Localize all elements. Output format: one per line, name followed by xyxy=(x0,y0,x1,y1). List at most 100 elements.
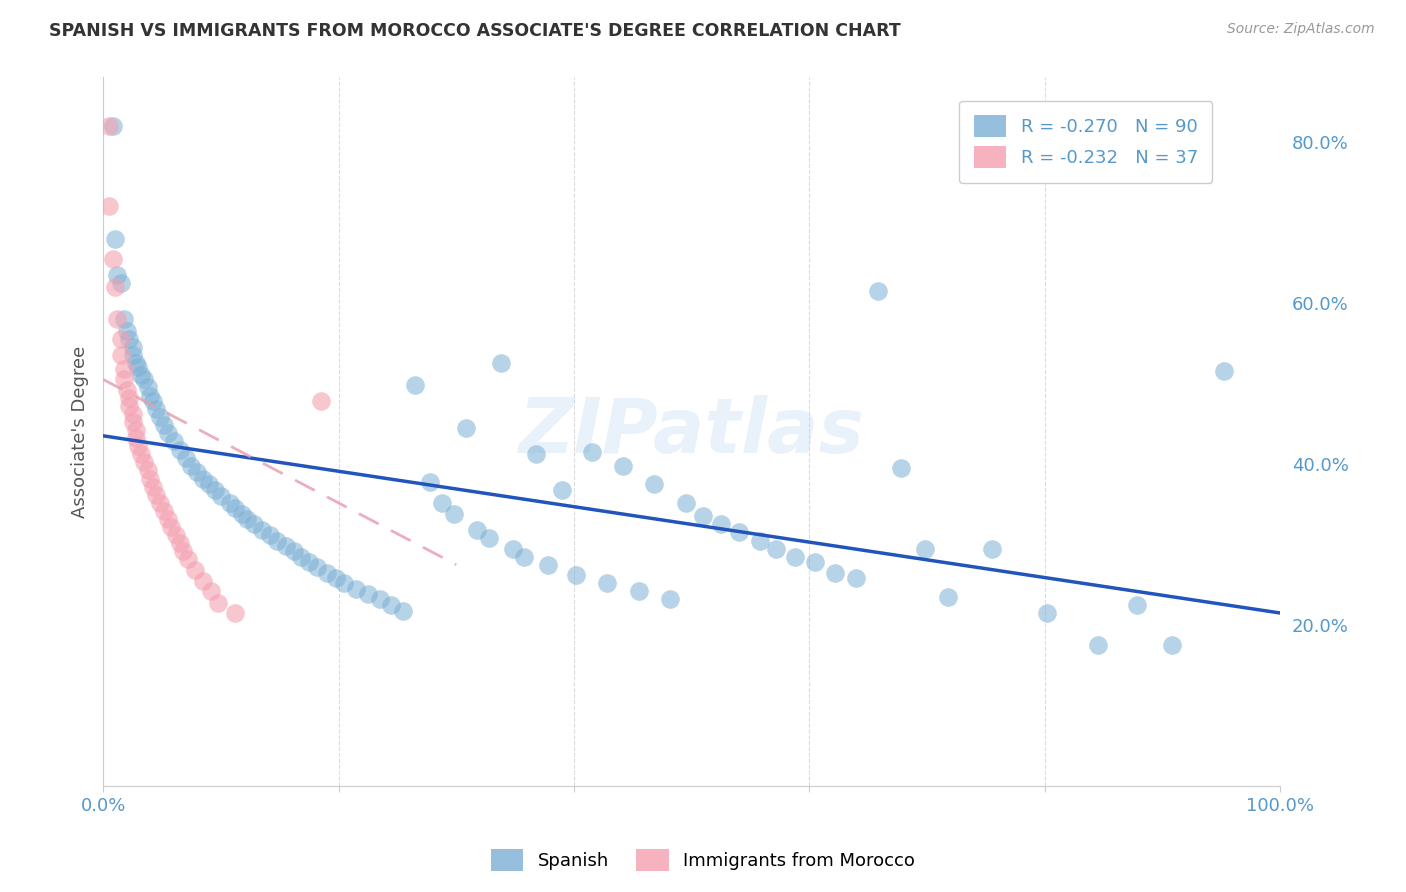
Point xyxy=(643,477,665,491)
Point xyxy=(163,434,186,449)
Point xyxy=(118,332,141,346)
Point xyxy=(804,555,827,569)
Point xyxy=(380,598,402,612)
Point xyxy=(118,391,141,405)
Point xyxy=(186,465,208,479)
Point xyxy=(98,119,121,133)
Point xyxy=(748,533,770,548)
Point xyxy=(235,512,257,526)
Point xyxy=(980,541,1002,556)
Point xyxy=(692,509,714,524)
Point xyxy=(101,119,124,133)
Point xyxy=(259,528,281,542)
Point xyxy=(149,410,172,425)
Point xyxy=(134,455,156,469)
Point xyxy=(139,388,162,402)
Point xyxy=(551,483,574,497)
Point xyxy=(659,592,682,607)
Point xyxy=(136,463,159,477)
Point xyxy=(250,523,273,537)
Point xyxy=(266,533,288,548)
Point xyxy=(467,523,489,537)
Point xyxy=(785,549,807,564)
Point xyxy=(675,496,697,510)
Point xyxy=(149,496,172,510)
Point xyxy=(290,549,312,564)
Point xyxy=(392,604,415,618)
Point xyxy=(169,536,191,550)
Point xyxy=(627,584,650,599)
Point xyxy=(112,372,135,386)
Y-axis label: Associate's Degree: Associate's Degree xyxy=(72,346,89,518)
Point xyxy=(231,507,253,521)
Point xyxy=(404,378,426,392)
Point xyxy=(193,471,215,485)
Point xyxy=(824,566,846,580)
Point xyxy=(454,421,477,435)
Point xyxy=(209,489,232,503)
Point xyxy=(110,276,132,290)
Point xyxy=(153,504,176,518)
Point xyxy=(204,483,226,497)
Point xyxy=(169,442,191,457)
Point xyxy=(368,592,391,607)
Point xyxy=(866,284,889,298)
Point xyxy=(112,362,135,376)
Point xyxy=(115,324,138,338)
Point xyxy=(333,576,356,591)
Legend: Spanish, Immigrants from Morocco: Spanish, Immigrants from Morocco xyxy=(484,842,922,879)
Point xyxy=(127,439,149,453)
Point xyxy=(419,475,441,489)
Point xyxy=(219,496,242,510)
Point xyxy=(890,461,912,475)
Point xyxy=(596,576,619,591)
Point xyxy=(430,496,453,510)
Point xyxy=(198,477,221,491)
Point xyxy=(315,566,337,580)
Point xyxy=(121,340,143,354)
Point xyxy=(145,487,167,501)
Point xyxy=(710,517,733,532)
Point xyxy=(298,555,321,569)
Point xyxy=(105,268,128,282)
Point xyxy=(160,520,183,534)
Point xyxy=(105,312,128,326)
Text: SPANISH VS IMMIGRANTS FROM MOROCCO ASSOCIATE'S DEGREE CORRELATION CHART: SPANISH VS IMMIGRANTS FROM MOROCCO ASSOC… xyxy=(49,22,901,40)
Point xyxy=(134,372,156,386)
Point xyxy=(104,280,127,294)
Point xyxy=(224,501,246,516)
Point xyxy=(101,252,124,266)
Point xyxy=(1160,638,1182,652)
Point xyxy=(243,517,266,532)
Point xyxy=(727,525,749,540)
Point xyxy=(165,528,187,542)
Point xyxy=(936,590,959,604)
Point xyxy=(357,587,380,601)
Point xyxy=(180,458,202,473)
Point xyxy=(224,606,246,620)
Point xyxy=(125,431,148,445)
Point xyxy=(513,549,536,564)
Point xyxy=(115,383,138,397)
Point xyxy=(118,399,141,413)
Point xyxy=(174,450,197,465)
Point xyxy=(344,582,367,596)
Point xyxy=(502,541,524,556)
Point xyxy=(121,348,143,362)
Point xyxy=(127,360,149,375)
Point xyxy=(184,563,207,577)
Point xyxy=(139,471,162,485)
Point xyxy=(112,312,135,326)
Point xyxy=(274,539,297,553)
Point xyxy=(129,368,152,383)
Point xyxy=(1212,364,1234,378)
Point xyxy=(153,418,176,433)
Point xyxy=(537,558,560,572)
Point xyxy=(156,426,179,441)
Point xyxy=(845,571,868,585)
Text: Source: ZipAtlas.com: Source: ZipAtlas.com xyxy=(1227,22,1375,37)
Point xyxy=(110,348,132,362)
Point xyxy=(325,571,347,585)
Point xyxy=(581,445,603,459)
Point xyxy=(283,544,305,558)
